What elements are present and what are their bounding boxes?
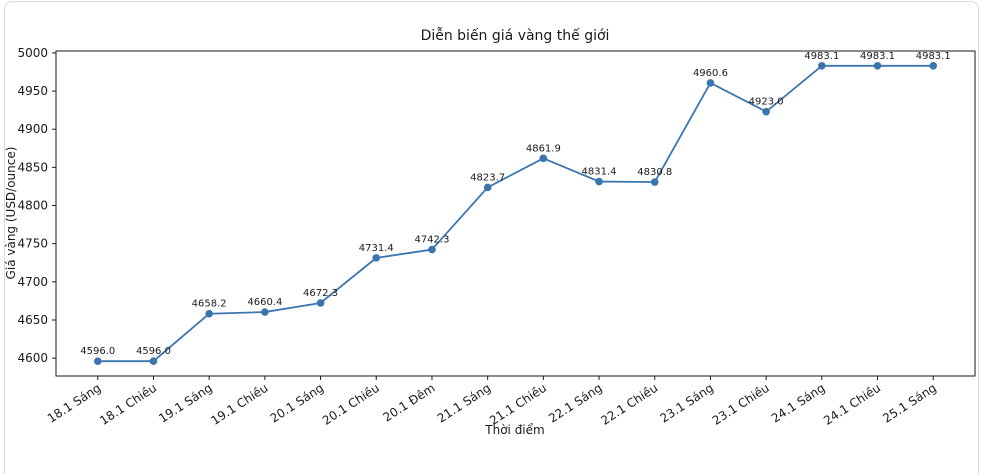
y-tick-label: 5000 [17, 46, 48, 60]
y-tick-label: 4700 [17, 275, 48, 289]
data-point-label: 4742.3 [414, 235, 449, 246]
x-tick-label: 22.1 Chiều [598, 381, 660, 428]
data-point-label: 4831.4 [582, 167, 617, 178]
x-tick-label: 24.1 Sáng [769, 381, 828, 426]
data-point-label: 4861.9 [526, 143, 561, 154]
y-tick-label: 4850 [17, 160, 48, 174]
x-tick-label: 19.1 Sáng [156, 381, 215, 426]
chart-title: Diễn biến giá vàng thế giới [421, 27, 610, 44]
x-tick-label: 19.1 Chiều [208, 381, 270, 428]
data-point-marker [873, 62, 882, 70]
data-point-label: 4830.8 [637, 167, 672, 178]
data-point-marker [149, 357, 158, 365]
data-point-marker [316, 299, 325, 307]
plot-spine-box [55, 50, 976, 377]
data-point-labels: 4596.0 4596.0 4658.2 4660.4 4672.3 4731.4 4742… [80, 51, 950, 357]
data-point-marker [205, 309, 213, 318]
x-tick-label: 18.1 Chiều [97, 381, 159, 428]
data-point-label: 4731.4 [359, 243, 394, 254]
data-point-marker [93, 357, 102, 365]
y-axis-label: Giá vàng (USD/ounce) [4, 147, 18, 280]
plot-area-border [55, 50, 976, 377]
x-tick-label: 23.1 Sáng [658, 381, 717, 426]
data-point-marker [539, 154, 548, 163]
data-point-marker [372, 254, 381, 262]
data-point-marker [483, 183, 492, 192]
y-axis-ticks: 4600 4650 4700 4750 4800 4850 4900 4950 5000 [17, 46, 56, 365]
data-point-label: 4660.4 [247, 297, 282, 308]
x-axis-label: Thời điểm [484, 423, 544, 437]
data-point-label: 4983.1 [916, 51, 951, 62]
data-point-label: 4983.1 [860, 51, 895, 62]
x-tick-label: 21.1 Sáng [435, 381, 494, 426]
x-tick-label: 18.1 Sáng [45, 381, 104, 426]
data-point-label: 4983.1 [804, 51, 839, 62]
x-tick-label: 23.1 Chiều [710, 381, 772, 428]
x-tick-label: 20.1 Chiều [320, 381, 382, 428]
y-tick-label: 4650 [17, 313, 48, 327]
x-tick-label: 25.1 Sáng [880, 381, 939, 426]
data-point-label: 4672.3 [303, 288, 338, 299]
data-point-marker [595, 177, 603, 186]
data-point-marker [762, 107, 770, 116]
data-point-marker [650, 178, 659, 186]
y-tick-label: 4600 [17, 351, 48, 365]
x-tick-label: 24.1 Chiều [821, 381, 883, 428]
data-point-label: 4960.6 [693, 68, 728, 79]
data-point-label: 4823.7 [470, 172, 505, 183]
gold-price-series [93, 62, 938, 365]
y-tick-label: 4900 [17, 122, 48, 136]
data-point-label: 4596.0 [80, 346, 115, 357]
data-point-label: 4658.2 [192, 299, 227, 310]
x-tick-label: 21.1 Chiều [487, 381, 549, 428]
data-point-marker [818, 62, 826, 70]
data-point-marker [261, 308, 269, 316]
data-point-label: 4596.0 [136, 346, 171, 357]
x-tick-label: 22.1 Sáng [546, 381, 605, 426]
data-point-marker [706, 79, 715, 87]
y-tick-label: 4800 [17, 199, 48, 213]
data-point-label: 4923.0 [749, 97, 784, 108]
y-tick-label: 4950 [17, 84, 48, 98]
price-line [97, 64, 934, 363]
x-tick-label: 20.1 Sáng [268, 381, 327, 426]
y-tick-label: 4750 [17, 237, 48, 251]
x-tick-label: 20.1 Đêm [381, 381, 438, 425]
data-point-marker [929, 62, 938, 70]
data-point-marker [428, 245, 436, 254]
